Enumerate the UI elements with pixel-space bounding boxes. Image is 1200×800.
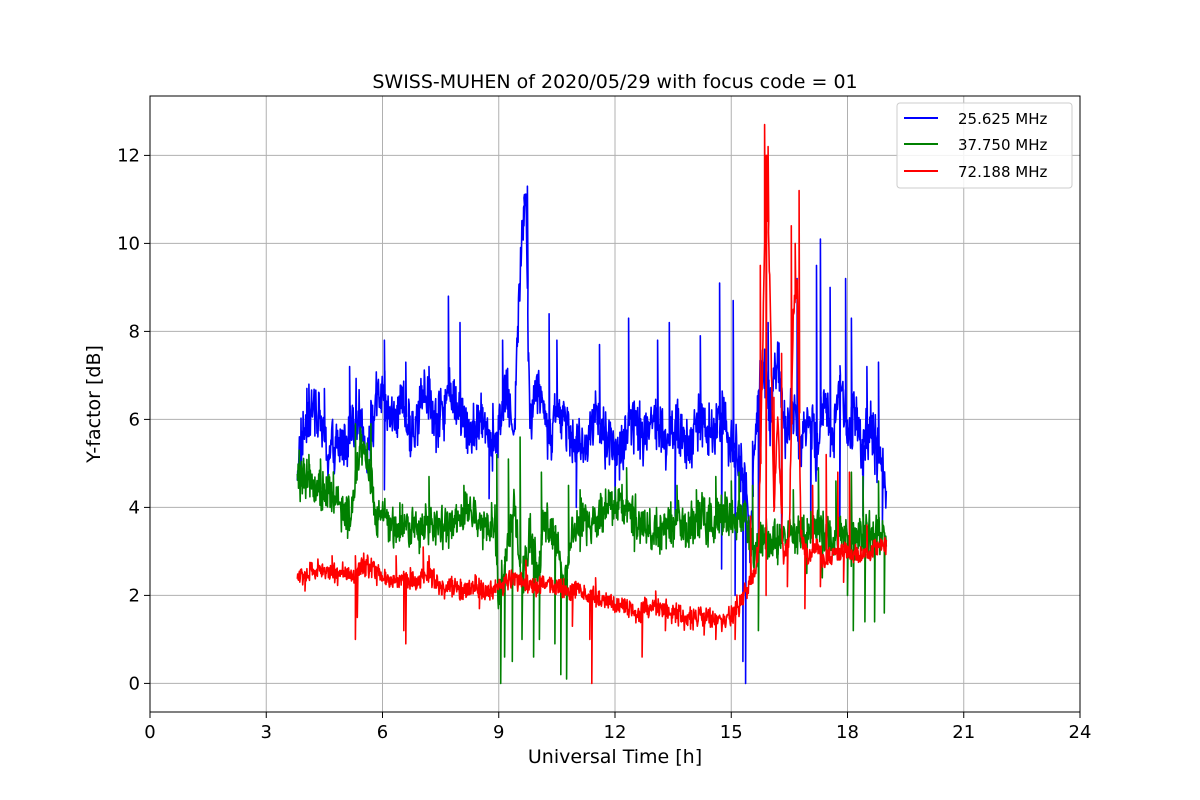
- series-line: [296, 423, 888, 685]
- x-tick-label: 0: [144, 722, 155, 743]
- x-tick-label: 21: [952, 722, 975, 743]
- y-tick-label: 10: [117, 233, 140, 254]
- series-1: [296, 423, 888, 685]
- legend-label-series-0: 25.625 MHz: [958, 110, 1047, 128]
- series-line: [296, 185, 888, 685]
- legend-box: [896, 102, 1073, 189]
- x-tick-label: 18: [836, 722, 859, 743]
- y-axis-label: Y-factor [dB]: [83, 345, 105, 464]
- y-tick-label: 12: [117, 145, 140, 166]
- legend-label-series-1: 37.750 MHz: [958, 136, 1047, 154]
- series-2: [296, 123, 888, 685]
- legend-label-series-2: 72.188 MHz: [958, 163, 1047, 181]
- series-0: [296, 185, 888, 685]
- y-tick-label: 2: [129, 585, 140, 606]
- y-tick-label: 0: [129, 673, 140, 694]
- plot-area: [296, 123, 888, 685]
- series-line: [296, 123, 888, 685]
- x-tick-label: 9: [493, 722, 504, 743]
- x-tick-label: 24: [1069, 722, 1092, 743]
- x-axis-label: Universal Time [h]: [528, 746, 702, 768]
- x-tick-label: 6: [377, 722, 388, 743]
- legend: 25.625 MHz 37.750 MHz 72.188 MHz: [896, 102, 1073, 189]
- chart-title: SWISS-MUHEN of 2020/05/29 with focus cod…: [372, 71, 857, 93]
- x-axis-ticks: 0 3 6 9 12 15 18 21 24: [144, 712, 1091, 743]
- y-tick-label: 8: [129, 321, 140, 342]
- x-tick-label: 12: [604, 722, 627, 743]
- x-tick-label: 3: [261, 722, 272, 743]
- y-tick-label: 4: [129, 497, 140, 518]
- y-axis-ticks: 0 2 4 6 8 10 12: [117, 145, 150, 694]
- x-tick-label: 15: [720, 722, 743, 743]
- series-layer: [296, 123, 888, 685]
- y-tick-label: 6: [129, 409, 140, 430]
